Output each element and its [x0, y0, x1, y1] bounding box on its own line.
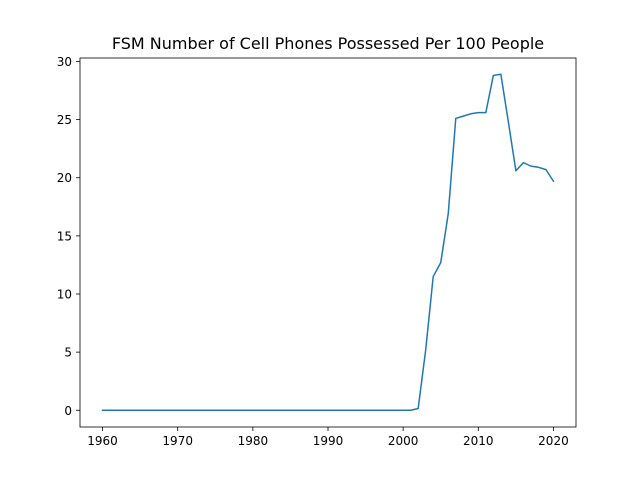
- x-tick-label: 1970: [162, 434, 193, 448]
- y-tick-label: 10: [57, 288, 72, 302]
- series-line: [101, 73, 555, 412]
- chart-title: FSM Number of Cell Phones Possessed Per …: [112, 34, 544, 53]
- x-tick-label: 2020: [538, 434, 569, 448]
- y-tick-label: 30: [57, 55, 72, 69]
- x-tick-label: 1960: [87, 434, 118, 448]
- x-axis: 1960 1970 1980 1990 2000 2010 2020: [87, 427, 569, 448]
- y-tick-label: 5: [64, 346, 72, 360]
- plot-area-frame: [79, 57, 577, 428]
- x-tick-label: 1980: [238, 434, 269, 448]
- x-tick-label: 2000: [388, 434, 419, 448]
- y-tick-label: 15: [57, 229, 72, 243]
- y-tick-label: 0: [64, 404, 72, 418]
- y-axis: 0 5 10 15 20 25 30: [57, 55, 80, 418]
- x-tick-label: 1990: [313, 434, 344, 448]
- y-tick-label: 20: [57, 171, 72, 185]
- x-tick-label: 2010: [463, 434, 494, 448]
- y-tick-label: 25: [57, 113, 72, 127]
